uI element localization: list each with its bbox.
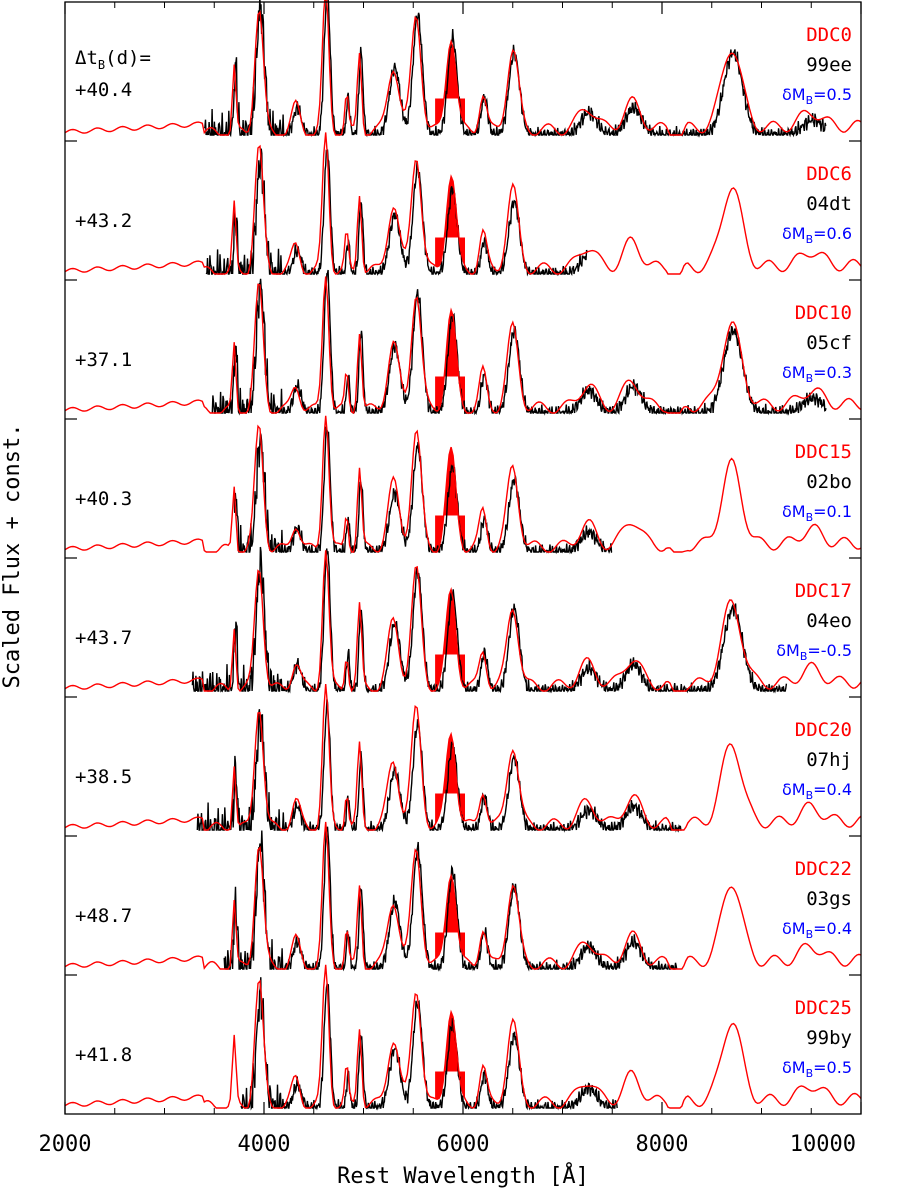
model-spectrum — [64, 964, 862, 1109]
y-axis-title: Scaled Flux + const. — [0, 424, 25, 689]
absorption-fill — [435, 1012, 465, 1100]
model-spectrum — [64, 0, 862, 136]
delta-mag-label: δMB=-0.5 — [776, 641, 852, 663]
absorption-fill — [435, 176, 465, 267]
observed-spectrum — [205, 148, 588, 277]
delta-mag-label: δMB=0.4 — [782, 919, 852, 941]
object-label: 04dt — [806, 193, 852, 215]
phase-label: +40.4 — [75, 79, 132, 101]
object-label: 99ee — [806, 54, 852, 76]
absorption-fill — [435, 310, 465, 412]
axis-ticks — [64, 2, 862, 1114]
phase-label: +43.7 — [75, 627, 132, 649]
spectrum-panel — [64, 821, 862, 972]
model-label: DDC0 — [806, 24, 852, 46]
observed-spectrum — [196, 699, 682, 833]
x-tick-label: 2000 — [39, 1132, 92, 1157]
spectrum-panel — [64, 132, 862, 277]
phase-label: +40.3 — [75, 488, 132, 510]
model-spectrum — [64, 415, 862, 553]
object-label: 07hj — [806, 749, 852, 771]
observed-spectrum — [211, 269, 827, 416]
observed-spectrum — [240, 977, 618, 1111]
phase-label: +37.1 — [75, 349, 132, 371]
phase-label: +41.8 — [75, 1044, 132, 1066]
phase-label: +48.7 — [75, 905, 132, 927]
model-spectrum — [64, 276, 862, 415]
delta-mag-label: δMB=0.5 — [782, 85, 852, 107]
phase-label: +38.5 — [75, 766, 132, 788]
model-spectrum — [64, 821, 862, 970]
x-tick-label: 4000 — [238, 1132, 291, 1157]
model-label: DDC20 — [795, 719, 852, 741]
delta-mag-label: δMB=0.3 — [782, 363, 852, 385]
object-label: 04eo — [806, 610, 852, 632]
absorption-fill — [435, 41, 465, 125]
absorption-fill — [435, 589, 465, 691]
x-tick-label: 6000 — [437, 1132, 490, 1157]
phase-header-label: ΔtB(d)= — [75, 47, 151, 72]
observed-spectrum — [191, 546, 788, 694]
panel-labels: DDC0 99ee δMB=0.5 +40.4 DDC6 04dt δMB=0.6 +43.2… — [75, 24, 852, 1080]
model-label: DDC17 — [795, 580, 852, 602]
object-label: 03gs — [806, 888, 852, 910]
model-label: DDC10 — [795, 302, 852, 324]
observed-spectrum — [203, 0, 827, 138]
delta-mag-label: δMB=0.6 — [782, 224, 852, 246]
spectra-panels — [64, 0, 862, 1111]
model-spectrum — [64, 684, 862, 831]
spectrum-panel — [64, 269, 862, 416]
spectrum-panel — [64, 964, 862, 1111]
object-label: 05cf — [806, 332, 852, 354]
x-tick-label: 10000 — [790, 1132, 856, 1157]
model-label: DDC22 — [795, 858, 852, 880]
absorption-fill — [435, 734, 465, 825]
delta-mag-label: δMB=0.4 — [782, 780, 852, 802]
object-label: 02bo — [806, 471, 852, 493]
spectrum-panel — [64, 546, 862, 694]
model-label: DDC15 — [795, 441, 852, 463]
delta-mag-label: δMB=0.1 — [782, 502, 852, 524]
model-spectrum — [64, 132, 862, 275]
delta-mag-label: δMB=0.5 — [782, 1058, 852, 1080]
x-axis-title: Rest Wavelength [Å] — [337, 1162, 589, 1189]
spectrum-panel — [64, 415, 862, 555]
object-label: 99by — [806, 1027, 852, 1049]
model-label: DDC25 — [795, 997, 852, 1019]
model-label: DDC6 — [806, 163, 852, 185]
x-tick-label: 8000 — [636, 1132, 689, 1157]
spectrum-panel — [64, 684, 862, 833]
spectrum-panel — [64, 0, 862, 138]
phase-label: +43.2 — [75, 210, 132, 232]
model-spectrum — [64, 550, 862, 693]
